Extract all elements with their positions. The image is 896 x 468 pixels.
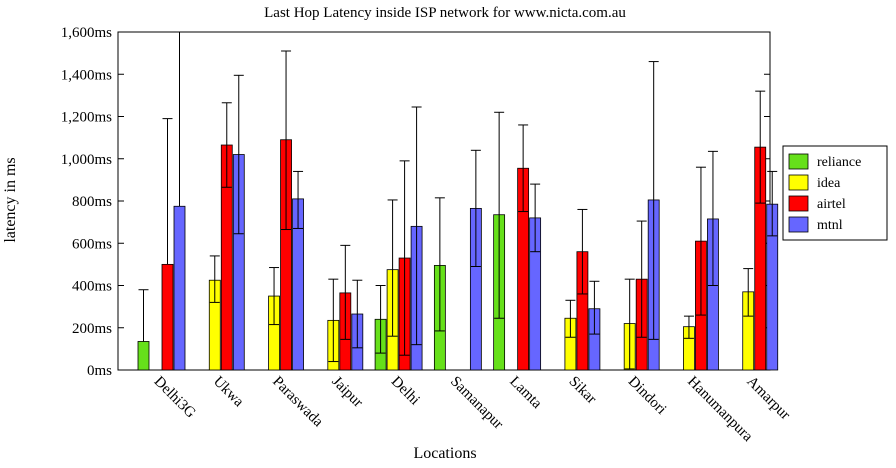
y-tick-label: 1,000ms bbox=[61, 152, 112, 168]
y-tick-label: 0ms bbox=[87, 363, 112, 379]
legend: reliance idea airtel mtnl bbox=[782, 145, 888, 241]
x-tick-label: Jaipur bbox=[328, 374, 365, 411]
y-tick-label: 800ms bbox=[72, 194, 112, 210]
y-axis-label: latency in ms bbox=[2, 157, 19, 242]
legend-label-reliance: reliance bbox=[817, 155, 861, 170]
legend-swatch-airtel bbox=[788, 195, 809, 212]
y-tick-label: 600ms bbox=[72, 236, 112, 252]
legend-label-mtnl: mtnl bbox=[817, 218, 843, 233]
y-tick-label: 1,200ms bbox=[61, 110, 112, 126]
plot-area: 0ms 200ms 400ms 600ms 800ms 1,000ms 1,200ms 1,4… bbox=[61, 25, 793, 445]
legend-swatch-mtnl bbox=[788, 216, 809, 233]
chart-title: Last Hop Latency inside ISP network for … bbox=[264, 5, 626, 21]
x-tick-label: Amarpur bbox=[743, 374, 793, 424]
y-tick-label: 200ms bbox=[72, 321, 112, 337]
y-tick-label: 400ms bbox=[72, 279, 112, 295]
x-tick-label: Paraswada bbox=[269, 374, 326, 431]
y-tick-label: 1,600ms bbox=[61, 25, 112, 41]
bar-reliance-delhi3g bbox=[137, 341, 150, 371]
x-tick-label: Lamta bbox=[506, 374, 545, 413]
x-tick-label: Ukwa bbox=[210, 374, 247, 411]
x-tick-label: Delhi bbox=[388, 374, 423, 409]
x-tick-label: Samanapur bbox=[447, 374, 506, 433]
x-tick-label: Dindori bbox=[625, 374, 669, 418]
x-axis-label: Locations bbox=[413, 445, 476, 462]
legend-label-airtel: airtel bbox=[817, 197, 846, 212]
x-tick-label: Sikar bbox=[566, 374, 600, 408]
x-tick-label: Delhi3G bbox=[151, 374, 199, 422]
legend-swatch-reliance bbox=[788, 153, 809, 170]
legend-label-idea: idea bbox=[817, 176, 841, 191]
bar-mtnl-delhi3g bbox=[173, 205, 186, 371]
bar-airtel-delhi3g bbox=[161, 263, 174, 371]
legend-swatch-idea bbox=[788, 174, 809, 191]
y-tick-label: 1,400ms bbox=[61, 67, 112, 83]
